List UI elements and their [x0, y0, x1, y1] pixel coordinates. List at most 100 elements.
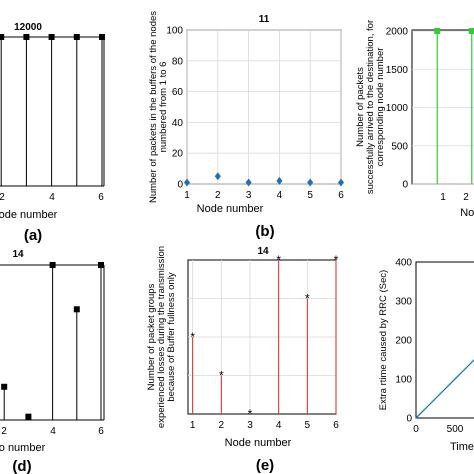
panel-a-caption: (a)	[24, 227, 42, 244]
panel-a-marker	[23, 34, 30, 40]
panel-b-point	[184, 178, 190, 187]
panel-c-ylabel-line1: Number of packets	[355, 67, 366, 147]
panel-a-xtick-6: 6	[98, 192, 104, 203]
panel-c-ytick-label: 2000	[386, 27, 409, 38]
panel-b-ytick-label: 40	[172, 118, 184, 129]
panel-d: 14 2 4 6 o number (d)	[0, 249, 105, 474]
panel-c-stems	[434, 28, 474, 184]
panel-e-stems: * * * * * *	[190, 253, 338, 421]
panel-c-ytick-label: 1000	[386, 103, 409, 114]
panel-b-ylabel-line2: numbered from 1 to 6	[158, 62, 169, 153]
panel-a-xtick-2: 2	[0, 192, 5, 203]
panel-a-stems	[0, 34, 105, 186]
panel-f-ytick-label: 100	[395, 375, 412, 386]
panel-b-yticks: 0 20 40 60 80 100	[166, 26, 183, 191]
panel-a-marker	[73, 34, 80, 40]
panel-c-ylabel-line3: corresponding node number	[375, 48, 386, 167]
panel-b-xlabel: Node number	[197, 203, 264, 215]
panel-e-xtick-label: 5	[305, 420, 311, 431]
panel-d-marker	[1, 383, 8, 390]
panel-b-caption: (b)	[255, 223, 274, 240]
panel-e-marker: *	[334, 253, 339, 267]
panel-e-ylabel-line1: Number of packet groups	[146, 283, 157, 390]
panel-f-ytick-label: 400	[395, 258, 412, 269]
panel-a-marker	[48, 34, 55, 40]
panel-f-ytick-label: 200	[395, 336, 412, 347]
panel-e-ylabel-line3: because of Buffer fullness only	[166, 272, 177, 401]
panel-e-marker: *	[219, 369, 224, 383]
panel-d-xlabel: o number	[0, 442, 46, 454]
panel-e-marker: *	[190, 330, 195, 344]
panel-e-xtick-label: 6	[333, 420, 339, 431]
panel-c-ylabel-line2: successfully arrived to the destination,…	[365, 20, 376, 194]
panel-c-xtick-1: 1	[440, 192, 446, 203]
panel-a-marker	[0, 34, 5, 40]
panel-b-ytick-label: 60	[172, 87, 184, 98]
panel-b-ytick-label: 20	[172, 149, 184, 160]
panel-c-marker	[434, 28, 441, 34]
panel-c-marker	[468, 28, 474, 34]
panel-e-caption: (e)	[256, 457, 274, 474]
panel-b-grid	[186, 29, 342, 185]
panel-e-marker: *	[248, 407, 253, 421]
panel-d-xtick-6: 6	[98, 426, 104, 437]
panel-e-grid	[188, 260, 337, 414]
panel-b-frame	[186, 29, 342, 185]
panel-b-point	[214, 172, 221, 181]
panel-d-xtick-2: 2	[1, 426, 7, 437]
panel-b-xticks: 1 2 3 4 5 6	[184, 190, 344, 201]
panel-f-yticks: 0 100 200 300 400	[395, 258, 412, 425]
panel-d-xtick-4: 4	[50, 426, 56, 437]
panel-e-xtick-label: 1	[190, 420, 196, 431]
panel-b-title: 11	[259, 14, 270, 25]
panel-f-xlabel: Time	[450, 441, 474, 453]
panel-c-ytick-label: 500	[391, 141, 408, 152]
panel-d-marker	[49, 262, 56, 268]
panel-b-ytick-label: 0	[177, 180, 183, 191]
panel-c-frame	[411, 29, 474, 185]
panel-d-caption: (d)	[12, 458, 31, 474]
panel-c-ytick-label: 1500	[386, 65, 409, 76]
panel-f-xtick-500: 500	[447, 424, 464, 435]
panel-d-marker	[73, 306, 80, 313]
panel-d-stems	[1, 262, 104, 420]
panel-a-marker	[99, 34, 105, 40]
panel-e: 14 1 2 3 4 5 6 * * * * * * Node number Number of p…	[146, 246, 339, 474]
panel-b-ytick-label: 100	[166, 26, 183, 37]
panel-e-title: 14	[257, 246, 269, 257]
panel-d-marker	[25, 413, 32, 420]
panel-f-ytick-label: 300	[395, 297, 412, 308]
panel-c-yticks: 0 500 1000 1500 2000	[386, 27, 409, 191]
panel-f-ylabel: Extra rtime caused by RRC (Sec)	[378, 270, 389, 410]
panel-b-xtick-label: 5	[307, 190, 313, 201]
panel-c-ytick-label: 0	[402, 180, 408, 191]
panel-f-ytick-label: 0	[406, 414, 412, 425]
panel-f: 0 100 200 300 400 0 500 Time Extra rtime cau…	[378, 258, 474, 453]
panel-a-xlabel: ode number	[0, 209, 58, 221]
panel-a-xtick-4: 4	[49, 192, 55, 203]
panel-b-xtick-label: 3	[246, 190, 252, 201]
panel-b-point	[338, 178, 344, 187]
panel-e-ylabel-line2: experienced losses during the transmissi…	[156, 246, 167, 428]
panel-b-ylabel-line1: Number of packets in the buffers of the …	[148, 11, 159, 203]
panel-e-xtick-label: 3	[247, 420, 253, 431]
panel-b-xtick-label: 1	[184, 190, 190, 201]
panel-e-xtick-label: 2	[219, 420, 225, 431]
panel-e-marker: *	[276, 253, 281, 267]
panel-a: 12000 2 4 6 ode number (a)	[0, 22, 105, 244]
panel-b-xtick-label: 6	[338, 190, 344, 201]
panel-b: 11 0 20 40 60 80 100 1 2 3 4 5 6 Node number Numbe…	[148, 11, 344, 240]
panel-b-point	[276, 176, 283, 185]
panel-b-points	[184, 172, 344, 187]
panel-b-xtick-label: 4	[277, 190, 283, 201]
panel-b-xtick-label: 2	[215, 190, 221, 201]
panel-c-xtick-2: 2	[463, 192, 469, 203]
panel-e-xticks: 1 2 3 4 5 6	[190, 420, 339, 431]
panel-e-marker: *	[305, 292, 310, 306]
panel-f-series-line	[415, 359, 474, 419]
panel-e-xtick-label: 4	[276, 420, 282, 431]
panel-f-frame	[415, 261, 474, 419]
panel-d-marker	[98, 262, 104, 268]
panel-b-ytick-label: 80	[172, 56, 184, 67]
